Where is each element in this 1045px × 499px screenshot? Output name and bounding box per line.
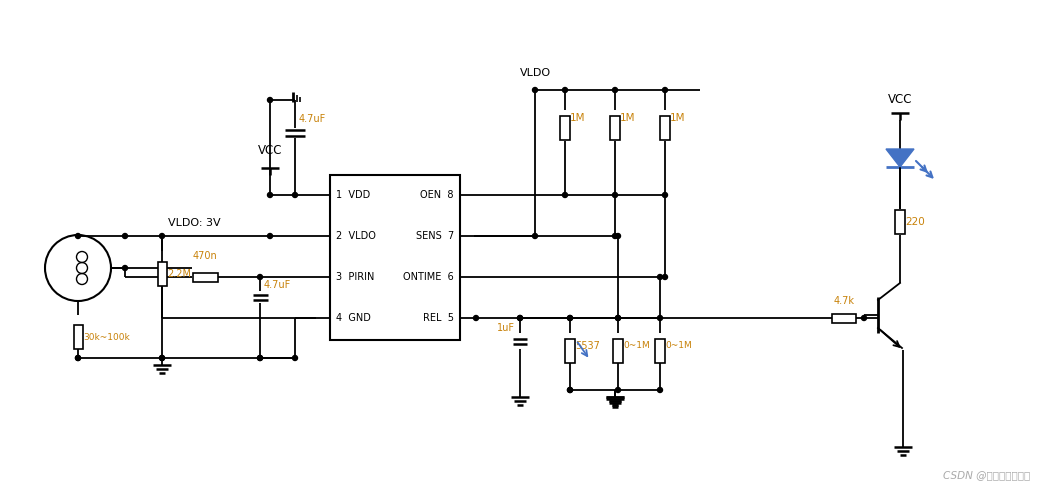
- Text: 2.2M: 2.2M: [167, 269, 191, 279]
- Circle shape: [657, 315, 663, 320]
- Bar: [655, 339, 665, 363]
- Circle shape: [616, 234, 621, 239]
- Bar: [560, 116, 570, 140]
- Text: 0~1M: 0~1M: [665, 341, 692, 350]
- Bar: [330, 175, 460, 340]
- Bar: [73, 325, 83, 349]
- Circle shape: [567, 388, 573, 393]
- Text: VLDO: 3V: VLDO: 3V: [168, 218, 220, 228]
- Circle shape: [268, 97, 273, 102]
- Text: 30k~100k: 30k~100k: [83, 332, 130, 341]
- Circle shape: [257, 355, 262, 360]
- Bar: [192, 272, 217, 281]
- Circle shape: [616, 388, 621, 393]
- Circle shape: [293, 355, 298, 360]
- Text: 4.7k: 4.7k: [834, 296, 855, 306]
- Circle shape: [160, 234, 164, 239]
- Text: 470n: 470n: [192, 251, 217, 261]
- Text: OEN  8: OEN 8: [420, 190, 454, 200]
- Circle shape: [663, 193, 668, 198]
- Circle shape: [268, 234, 273, 239]
- Circle shape: [75, 234, 80, 239]
- Text: 1M: 1M: [570, 113, 585, 123]
- Circle shape: [567, 388, 573, 393]
- Circle shape: [122, 234, 127, 239]
- Text: VCC: VCC: [258, 144, 282, 157]
- Circle shape: [75, 355, 80, 360]
- Circle shape: [160, 355, 164, 360]
- Circle shape: [861, 315, 866, 320]
- Polygon shape: [886, 149, 914, 167]
- Text: 1  VDD: 1 VDD: [336, 190, 370, 200]
- Circle shape: [122, 265, 127, 270]
- Bar: [895, 210, 905, 234]
- Circle shape: [533, 87, 537, 92]
- Circle shape: [517, 315, 522, 320]
- Circle shape: [612, 193, 618, 198]
- Text: VCC: VCC: [888, 93, 912, 106]
- Bar: [613, 339, 623, 363]
- Text: 2  VLDO: 2 VLDO: [336, 231, 376, 241]
- Text: 3  PIRIN: 3 PIRIN: [336, 272, 374, 282]
- Text: 4  GND: 4 GND: [336, 313, 371, 323]
- Bar: [158, 262, 166, 286]
- Circle shape: [473, 315, 479, 320]
- Circle shape: [257, 274, 262, 279]
- Circle shape: [257, 355, 262, 360]
- Circle shape: [616, 315, 621, 320]
- Circle shape: [533, 234, 537, 239]
- Text: 4.7uF: 4.7uF: [299, 114, 326, 124]
- Text: 5537: 5537: [575, 341, 600, 351]
- Circle shape: [612, 87, 618, 92]
- Text: 0~1M: 0~1M: [623, 341, 650, 350]
- Circle shape: [612, 234, 618, 239]
- Circle shape: [567, 315, 573, 320]
- Text: VLDO: VLDO: [519, 68, 551, 78]
- Text: 1M: 1M: [620, 113, 635, 123]
- Circle shape: [657, 274, 663, 279]
- Bar: [660, 116, 670, 140]
- Circle shape: [567, 315, 573, 320]
- Circle shape: [663, 274, 668, 279]
- Circle shape: [75, 355, 80, 360]
- Text: CSDN @深圳恒森宇电子: CSDN @深圳恒森宇电子: [943, 470, 1030, 480]
- Text: 1uF: 1uF: [497, 323, 515, 333]
- Circle shape: [293, 193, 298, 198]
- Circle shape: [657, 388, 663, 393]
- Bar: [832, 313, 856, 322]
- Text: REL  5: REL 5: [423, 313, 454, 323]
- Circle shape: [562, 193, 567, 198]
- Text: 220: 220: [905, 217, 925, 227]
- Text: SENS  7: SENS 7: [416, 231, 454, 241]
- Text: ONTIME  6: ONTIME 6: [403, 272, 454, 282]
- Text: 1M: 1M: [670, 113, 686, 123]
- Circle shape: [616, 315, 621, 320]
- Text: 4.7uF: 4.7uF: [264, 280, 292, 290]
- Circle shape: [160, 355, 164, 360]
- Circle shape: [562, 87, 567, 92]
- Circle shape: [663, 87, 668, 92]
- Bar: [610, 116, 620, 140]
- Circle shape: [517, 315, 522, 320]
- Circle shape: [268, 193, 273, 198]
- Bar: [565, 339, 575, 363]
